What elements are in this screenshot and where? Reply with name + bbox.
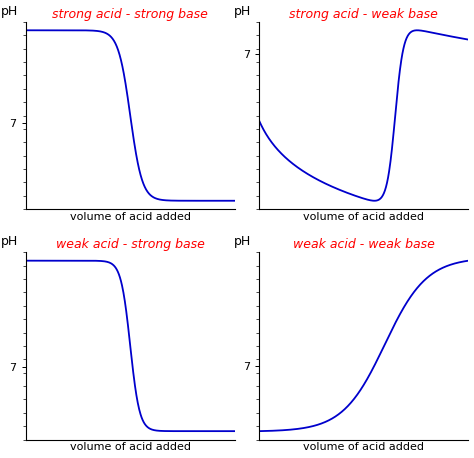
X-axis label: volume of acid added: volume of acid added [70, 212, 191, 222]
Title: strong acid - weak base: strong acid - weak base [289, 8, 438, 21]
X-axis label: volume of acid added: volume of acid added [70, 442, 191, 453]
Title: strong acid - strong base: strong acid - strong base [52, 8, 208, 21]
Text: pH: pH [0, 235, 18, 248]
X-axis label: volume of acid added: volume of acid added [303, 442, 424, 453]
Text: pH: pH [234, 5, 251, 18]
Text: pH: pH [234, 235, 251, 248]
Title: weak acid - strong base: weak acid - strong base [56, 238, 205, 251]
Title: weak acid - weak base: weak acid - weak base [293, 238, 435, 251]
Text: pH: pH [0, 5, 18, 18]
X-axis label: volume of acid added: volume of acid added [303, 212, 424, 222]
